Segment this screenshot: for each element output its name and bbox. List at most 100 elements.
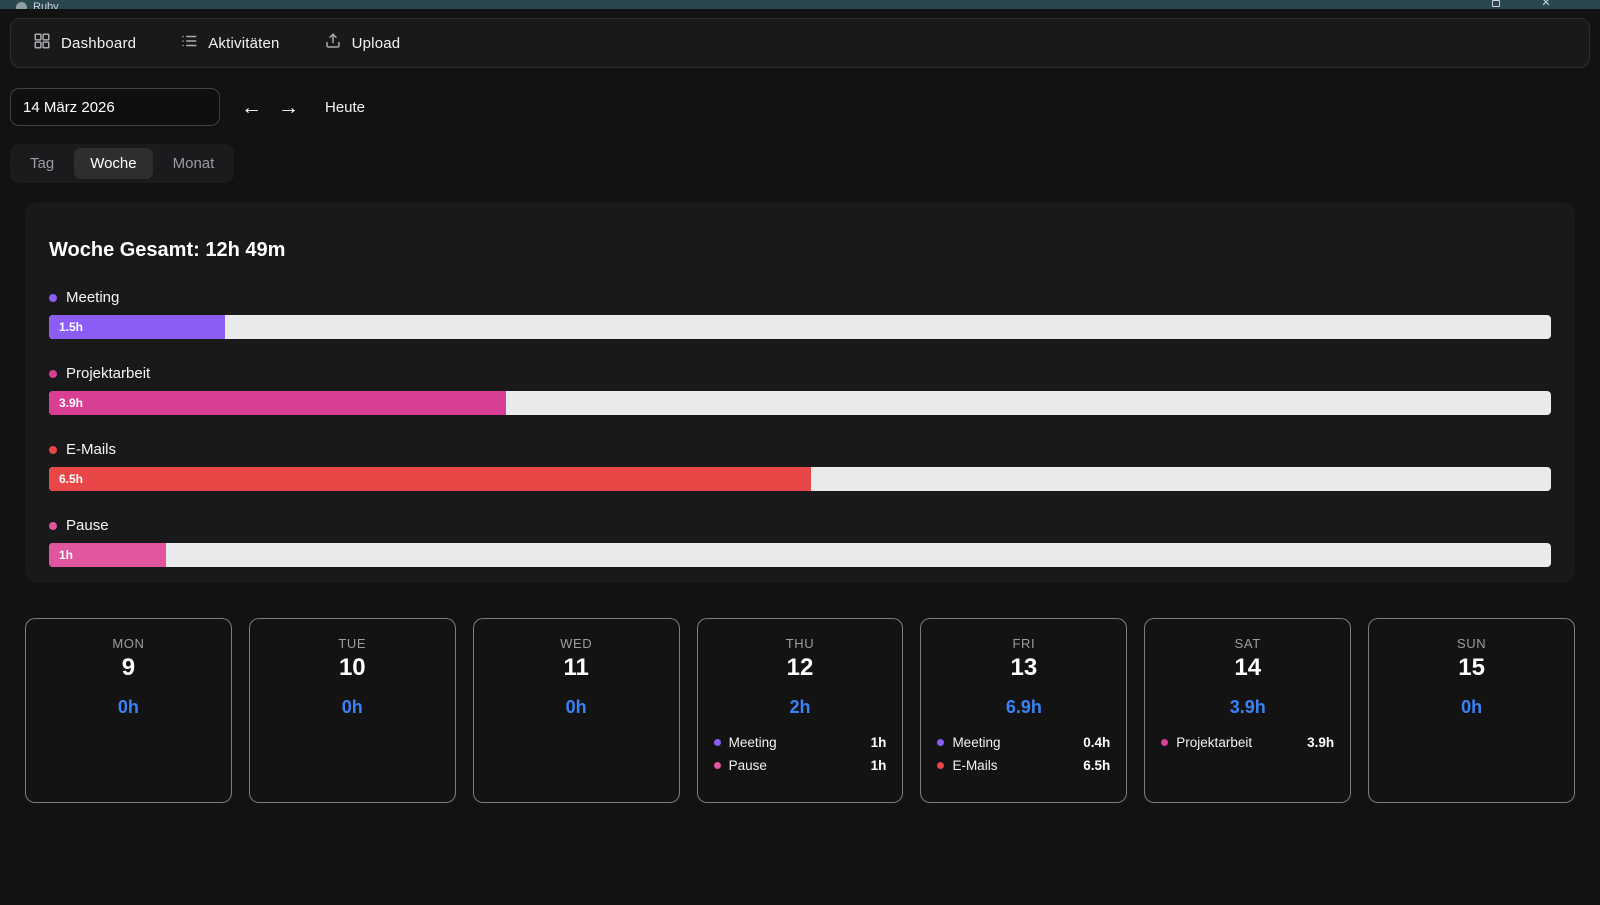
- day-name: WED: [560, 636, 593, 651]
- nav-label-dashboard: Dashboard: [61, 34, 137, 52]
- week-day-cards: MON 9 0h TUE 10 0h WED 11 0h THU 12 2h M…: [25, 618, 1576, 803]
- category-bar-track: 3.9h: [49, 391, 1551, 415]
- summary-category-projektarbeit: Projektarbeit 3.9h: [49, 365, 1551, 415]
- activity-dot: [713, 762, 721, 769]
- day-card-sun[interactable]: SUN 15 0h: [1368, 618, 1576, 803]
- category-bar-fill-meeting: 1.5h: [49, 315, 225, 339]
- activity-name: Meeting: [952, 735, 1001, 750]
- category-bar-value: 3.9h: [59, 396, 84, 410]
- today-button[interactable]: Heute: [325, 98, 366, 116]
- category-bar-value: 1h: [59, 548, 74, 562]
- category-bar-fill-projektarbeit: 3.9h: [49, 391, 506, 415]
- category-bar-track: 1.5h: [49, 315, 1551, 339]
- day-total: 2h: [789, 697, 811, 717]
- category-label-projektarbeit: Projektarbeit: [66, 365, 151, 382]
- day-total: 0h: [565, 697, 587, 717]
- tab-woche[interactable]: Woche: [74, 148, 153, 179]
- category-dot-emails: [49, 445, 57, 454]
- day-card-mon[interactable]: MON 9 0h: [25, 618, 232, 803]
- day-name: SUN: [1456, 636, 1487, 651]
- day-date: 12: [786, 654, 814, 681]
- day-activity-row: Meeting 0.4h: [937, 735, 1110, 750]
- maximize-button[interactable]: [1490, 0, 1502, 9]
- category-bar-value: 6.5h: [59, 472, 84, 486]
- category-dot-projektarbeit: [49, 369, 57, 378]
- day-name: FRI: [1012, 636, 1036, 651]
- day-activity-row: Pause 1h: [713, 758, 887, 773]
- list-icon: [180, 32, 198, 55]
- activity-value: 1h: [870, 758, 887, 773]
- day-total: 3.9h: [1229, 697, 1266, 717]
- day-activity-row: Projektarbeit 3.9h: [1161, 735, 1334, 750]
- day-date: 15: [1458, 654, 1485, 681]
- activity-name: Meeting: [728, 735, 777, 750]
- prev-week-button[interactable]: ←: [233, 97, 270, 118]
- category-bar-track: 1h: [49, 543, 1551, 567]
- day-date: 11: [563, 654, 589, 681]
- activity-value: 0.4h: [1083, 735, 1111, 750]
- activity-dot: [937, 762, 945, 769]
- tab-tag[interactable]: Tag: [14, 148, 70, 179]
- day-card-tue[interactable]: TUE 10 0h: [248, 618, 456, 803]
- day-name: TUE: [338, 636, 367, 651]
- day-activity-row: E-Mails 6.5h: [937, 758, 1110, 773]
- nav-label-aktivitaeten: Aktivitäten: [208, 34, 280, 52]
- day-card-thu[interactable]: THU 12 2h Meeting 1h Pause 1h: [696, 618, 904, 803]
- close-icon: ✕: [1541, 0, 1551, 9]
- activity-name: Pause: [728, 758, 767, 773]
- day-card-fri[interactable]: FRI 13 6.9h Meeting 0.4h E-Mails 6.5h: [920, 618, 1128, 803]
- nav-item-upload[interactable]: Upload: [324, 32, 401, 55]
- activity-dot: [1161, 739, 1169, 746]
- summary-category-pause: Pause 1h: [49, 517, 1551, 567]
- category-bar-track: 6.5h: [49, 467, 1551, 491]
- tab-monat[interactable]: Monat: [157, 148, 231, 179]
- category-dot-meeting: [49, 293, 57, 302]
- close-button[interactable]: ✕: [1540, 0, 1552, 9]
- activity-value: 6.5h: [1083, 758, 1111, 773]
- nav-item-aktivitaeten[interactable]: Aktivitäten: [180, 32, 279, 55]
- day-date: 13: [1010, 654, 1038, 681]
- view-tabs: Tag Woche Monat: [10, 144, 235, 183]
- day-activity-row: Meeting 1h: [713, 735, 887, 750]
- category-label-emails: E-Mails: [66, 441, 117, 458]
- activity-value: 3.9h: [1307, 735, 1335, 750]
- day-total: 0h: [341, 697, 363, 717]
- grid-icon: [33, 32, 51, 55]
- day-total: 0h: [1461, 697, 1483, 717]
- category-bar-fill-pause: 1h: [49, 543, 167, 567]
- week-summary-card: Woche Gesamt: 12h 49m Meeting 1.5h Proje…: [25, 202, 1575, 583]
- category-label-pause: Pause: [66, 517, 109, 534]
- maximize-icon: [1492, 0, 1500, 7]
- day-card-wed[interactable]: WED 11 0h: [472, 618, 680, 803]
- day-date: 9: [121, 654, 136, 681]
- activity-name: E-Mails: [952, 758, 998, 773]
- day-total: 6.9h: [1005, 697, 1042, 717]
- nav-item-dashboard[interactable]: Dashboard: [33, 32, 136, 55]
- next-week-button[interactable]: →: [270, 97, 307, 118]
- main-navbar: Dashboard Aktivitäten Upload: [10, 18, 1590, 68]
- day-date: 10: [338, 654, 366, 681]
- date-input[interactable]: [10, 88, 220, 126]
- category-label-meeting: Meeting: [66, 289, 120, 306]
- activity-name: Projektarbeit: [1176, 735, 1253, 750]
- day-name: SAT: [1234, 636, 1261, 651]
- summary-category-meeting: Meeting 1.5h: [49, 289, 1551, 339]
- date-controls: ← → Heute: [10, 88, 1590, 126]
- day-card-sat[interactable]: SAT 14 3.9h Projektarbeit 3.9h: [1144, 618, 1352, 803]
- activity-value: 1h: [870, 735, 887, 750]
- day-total: 0h: [117, 697, 139, 717]
- activity-dot: [937, 739, 945, 746]
- day-name: THU: [785, 636, 815, 651]
- activity-dot: [713, 739, 721, 746]
- category-dot-pause: [49, 521, 57, 530]
- app-icon: [16, 1, 27, 9]
- day-date: 14: [1234, 654, 1262, 681]
- category-bar-value: 1.5h: [59, 320, 84, 334]
- day-name: MON: [112, 636, 145, 651]
- nav-label-upload: Upload: [351, 34, 401, 52]
- week-total-title: Woche Gesamt: 12h 49m: [49, 239, 286, 261]
- upload-icon: [324, 32, 342, 55]
- category-bar-fill-emails: 6.5h: [49, 467, 811, 491]
- summary-category-emails: E-Mails 6.5h: [49, 441, 1551, 491]
- window-titlebar[interactable]: Ruby ✕: [0, 0, 1600, 9]
